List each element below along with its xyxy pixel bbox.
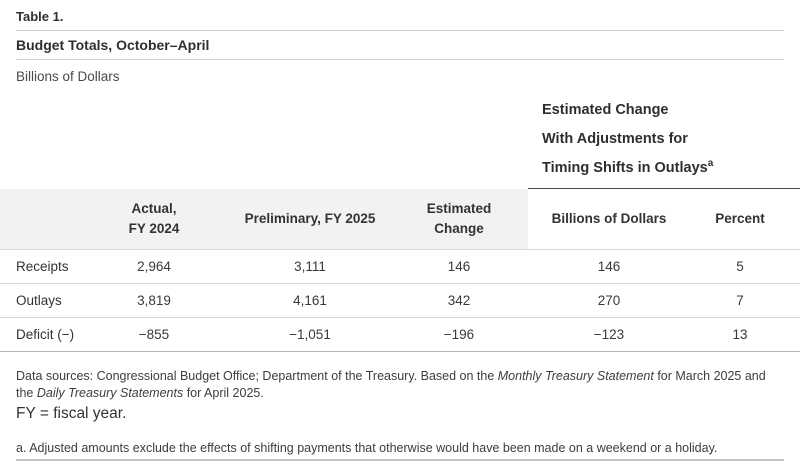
- cell-receipts-actual: 2,964: [104, 249, 204, 284]
- cell-outlays-adjusted-billions: 270: [528, 283, 690, 318]
- col-header-actual: Actual, FY 2024: [104, 188, 204, 250]
- spanner-line-3: Timing Shifts in Outlaysa: [542, 158, 714, 176]
- data-sources-text-1: Data sources: Congressional Budget Offic…: [16, 368, 498, 383]
- notes-block: Data sources: Congressional Budget Offic…: [0, 352, 800, 461]
- data-sources-italic-2: Daily Treasury Statements: [36, 386, 184, 400]
- cell-deficit-preliminary: −1,051: [204, 317, 416, 352]
- footnote-marker-a: a: [707, 158, 714, 170]
- cell-deficit-adjusted-percent: 13: [690, 317, 800, 352]
- title-block: Table 1. Budget Totals, October–April Bi…: [0, 0, 800, 84]
- data-sources-text-3: for April 2025.: [183, 386, 264, 400]
- col-header-adjusted-billions: Billions of Dollars: [528, 188, 690, 250]
- table-row-outlays: Outlays 3,819 4,161 342 270 7: [0, 283, 800, 318]
- table-row-deficit: Deficit (−) −855 −1,051 −196 −123 13: [0, 317, 800, 352]
- data-sources-italic-1: Monthly Treasury Statement: [497, 368, 654, 383]
- cell-deficit-label: Deficit (−): [0, 317, 104, 352]
- spanner-row: Estimated Change With Adjustments for Ti…: [0, 84, 800, 189]
- cell-deficit-actual: −855: [104, 317, 204, 352]
- cell-deficit-adjusted-billions: −123: [528, 317, 690, 352]
- cell-receipts-label: Receipts: [0, 249, 104, 284]
- bottom-rule: [16, 458, 784, 461]
- footnote-a: a. Adjusted amounts exclude the effects …: [16, 440, 718, 455]
- cell-receipts-adjusted-percent: 5: [690, 249, 800, 284]
- spanner-line-1: Estimated Change: [542, 102, 669, 118]
- table-number: Table 1.: [16, 0, 784, 31]
- cell-receipts-adjusted-billions: 146: [528, 249, 690, 284]
- spanner-heading: Estimated Change With Adjustments for Ti…: [528, 84, 800, 189]
- data-sources-note: Data sources: Congressional Budget Offic…: [16, 368, 784, 403]
- table-title: Budget Totals, October–April: [16, 31, 784, 60]
- col-header-preliminary: Preliminary, FY 2025: [204, 188, 416, 250]
- col-header-row-label: [0, 188, 104, 250]
- cell-outlays-estimated-change: 342: [416, 283, 528, 318]
- cell-deficit-estimated-change: −196: [416, 317, 528, 352]
- spanner-spacer: [0, 84, 528, 189]
- data-sources-text-2: for March 2025 and the: [16, 368, 766, 401]
- spanner-line-2: With Adjustments for: [542, 131, 688, 147]
- col-header-estimated-change: Estimated Change: [416, 188, 528, 250]
- cell-outlays-adjusted-percent: 7: [690, 283, 800, 318]
- cell-receipts-estimated-change: 146: [416, 249, 528, 284]
- table-row-receipts: Receipts 2,964 3,111 146 146 5: [0, 249, 800, 284]
- cell-receipts-preliminary: 3,111: [204, 249, 416, 284]
- column-header-row: Actual, FY 2024 Preliminary, FY 2025 Est…: [0, 188, 800, 250]
- fy-definition: FY = fiscal year.: [16, 404, 127, 422]
- cell-outlays-preliminary: 4,161: [204, 283, 416, 318]
- col-header-adjusted-percent: Percent: [690, 188, 800, 250]
- cell-outlays-label: Outlays: [0, 283, 104, 318]
- cell-outlays-actual: 3,819: [104, 283, 204, 318]
- budget-totals-table: Estimated Change With Adjustments for Ti…: [0, 84, 800, 352]
- units-label: Billions of Dollars: [16, 69, 120, 84]
